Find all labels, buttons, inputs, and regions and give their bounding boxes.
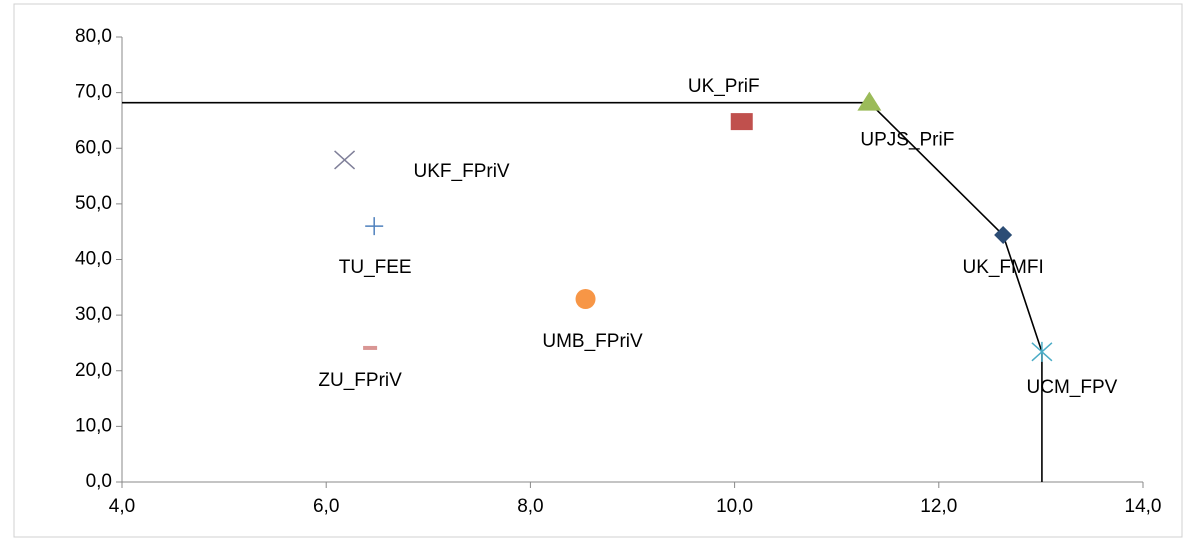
x-tick-label: 8,0 [517, 496, 543, 517]
marker [363, 345, 378, 350]
marker [575, 288, 596, 309]
marker [730, 113, 753, 131]
point-label: UPJS_PriF [860, 130, 954, 151]
y-tick-label: 40,0 [75, 249, 112, 270]
marker [1031, 341, 1053, 362]
y-tick-label: 0,0 [86, 471, 112, 492]
marker [857, 91, 882, 111]
marker [994, 226, 1013, 245]
marker [365, 217, 384, 236]
marker [334, 150, 356, 170]
point-label: TU_FEE [339, 257, 412, 278]
x-tick-label: 4,0 [109, 496, 135, 517]
x-tick-label: 12,0 [920, 496, 957, 517]
x-tick-label: 10,0 [716, 496, 753, 517]
point-label: ZU_FPriV [318, 370, 402, 391]
point-label: UK_PriF [688, 76, 760, 97]
point-label: UK_FMFI [962, 257, 1043, 278]
chart-border [13, 3, 1183, 538]
x-tick-label: 14,0 [1125, 496, 1162, 517]
y-tick-label: 50,0 [75, 193, 112, 214]
point-label: UCM_FPV [1027, 377, 1118, 398]
point-label: UMB_FPriV [542, 331, 643, 352]
y-tick-label: 70,0 [75, 82, 112, 103]
point-label: UKF_FPriV [414, 161, 510, 182]
y-tick-label: 20,0 [75, 360, 112, 381]
y-tick-label: 60,0 [75, 137, 112, 158]
y-tick-label: 30,0 [75, 304, 112, 325]
x-tick-label: 6,0 [313, 496, 339, 517]
y-tick-label: 10,0 [75, 415, 112, 436]
y-tick-label: 80,0 [75, 26, 112, 47]
